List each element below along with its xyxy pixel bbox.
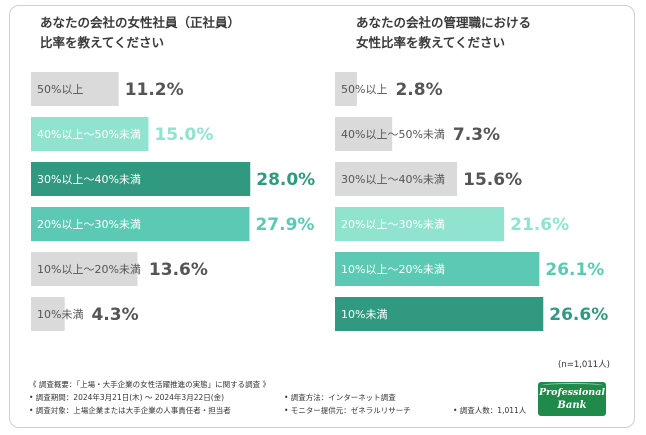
chart-title-left-line2: 比率を教えてください: [40, 35, 165, 50]
right-category-label-3: 20%以上～30%未満: [341, 218, 445, 231]
left-category-label-1: 40%以上～50%未満: [37, 128, 141, 141]
left-bar-0: [31, 72, 119, 106]
right-category-label-0: 50%以上: [341, 83, 387, 96]
survey-overview-title: 《 調査概要：「上場・大手企業の女性活躍推進の実態」に関する調査 》: [29, 380, 271, 389]
survey-count: • 調査人数：1,011人: [453, 406, 527, 415]
left-value-label-0: 11.2%: [125, 80, 184, 100]
professional-bank-logo: Professional Bank: [538, 382, 606, 416]
left-bar-3: [31, 207, 250, 241]
bar-chart-female-employee-ratio: 50%以上 11.2% 40%以上～50%未満 15.0% 30%以上～40%未満 28.…: [31, 72, 315, 331]
right-value-label-4: 26.1%: [545, 260, 604, 280]
right-bar-3: [335, 207, 505, 241]
right-value-label-2: 15.6%: [463, 170, 522, 190]
chart-title-left: あなたの会社の女性社員（正社員） 比率を教えてください: [40, 13, 240, 53]
chart-title-right-line2: 女性比率を教えてください: [356, 35, 506, 50]
right-bar-5: [335, 297, 544, 331]
left-category-label-4: 10%以上～20%未満: [37, 263, 141, 276]
frame-border: [9, 5, 635, 428]
left-bar-1: [31, 117, 149, 151]
survey-target: • 調査対象：上場企業または大手企業の人事責任者・担当者: [29, 406, 231, 415]
left-value-label-4: 13.6%: [149, 260, 208, 280]
survey-period: • 調査期間：2024年3月21日(木) ～ 2024年3月22日(金): [29, 393, 225, 402]
right-bar-2: [335, 162, 458, 196]
chart-title-left-line1: あなたの会社の女性社員（正社員）: [40, 15, 241, 30]
right-value-label-1: 7.3%: [453, 125, 500, 145]
left-category-label-3: 20%以上～30%未満: [37, 218, 141, 231]
chart-title-right: あなたの会社の管理職における 女性比率を教えてください: [356, 13, 531, 53]
left-value-label-1: 15.0%: [154, 125, 213, 145]
right-value-label-0: 2.8%: [395, 80, 442, 100]
left-category-label-0: 50%以上: [37, 83, 83, 96]
right-category-label-4: 10%以上～20%未満: [341, 263, 445, 276]
left-bar-4: [31, 252, 138, 286]
left-category-label-5: 10%未満: [37, 308, 83, 321]
right-category-label-2: 30%以上～40%未満: [341, 173, 445, 186]
right-bar-4: [335, 252, 540, 286]
chart-title-right-line1: あなたの会社の管理職における: [356, 15, 532, 30]
left-category-label-2: 30%以上～40%未満: [37, 173, 141, 186]
left-value-label-5: 4.3%: [91, 305, 138, 325]
left-bar-5: [31, 297, 65, 331]
logo-line2: Bank: [557, 400, 587, 411]
logo-swoosh-icon: [541, 383, 603, 388]
left-value-label-2: 28.0%: [256, 170, 315, 190]
right-category-label-5: 10%未満: [341, 308, 387, 321]
right-category-label-1: 40%以上～50%未満: [341, 128, 445, 141]
survey-method: • 調査方法：インターネット調査: [284, 393, 396, 402]
monitor-provider: • モニター提供元：ゼネラルリサーチ: [284, 406, 411, 415]
logo-line1: Professional: [539, 387, 605, 398]
left-value-label-3: 27.9%: [255, 215, 314, 235]
sample-size-note: (n=1,011人): [558, 360, 610, 370]
bar-chart-female-manager-ratio: 50%以上 2.8% 40%以上～50%未満 7.3% 30%以上～40%未満 15.6%…: [335, 72, 608, 331]
right-value-label-3: 21.6%: [510, 215, 569, 235]
right-bar-1: [335, 117, 393, 151]
right-bar-0: [335, 72, 357, 106]
left-bar-2: [31, 162, 251, 196]
right-value-label-5: 26.6%: [549, 305, 608, 325]
